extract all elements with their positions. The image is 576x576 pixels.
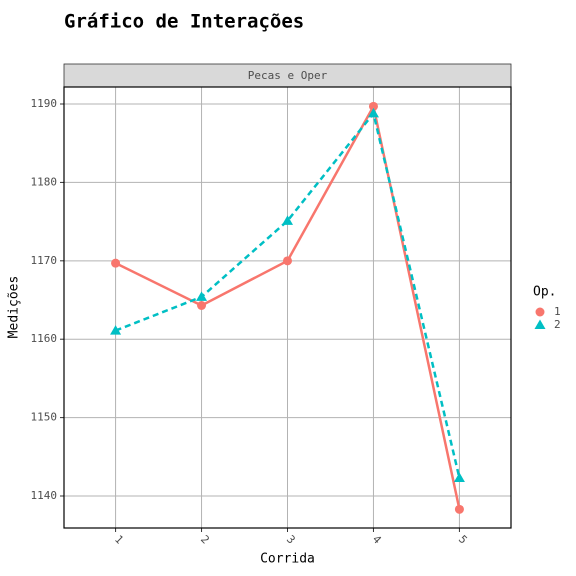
y-tick-label: 1150 [31, 411, 58, 424]
marker [368, 101, 378, 111]
marker [453, 472, 465, 482]
marker [197, 301, 207, 311]
x-tick-label: 1 [112, 533, 126, 547]
chart-title: Gráfico de Interações [64, 11, 304, 33]
y-tick-label: 1170 [31, 254, 58, 267]
legend-label: 1 [554, 305, 561, 318]
x-tick-label: 3 [284, 533, 298, 547]
y-axis-title: Medições [7, 276, 22, 339]
marker [196, 291, 208, 301]
marker [454, 504, 464, 514]
x-axis-title: Corrida [260, 552, 315, 567]
legend-key [535, 307, 545, 317]
marker [367, 107, 379, 118]
facet-label: Pecas e Oper [248, 69, 328, 82]
x-tick-label: 5 [456, 533, 470, 547]
legend-label: 2 [554, 318, 561, 331]
panel-border [63, 86, 512, 529]
line [115, 110, 461, 479]
legend-title: Op. [533, 285, 556, 300]
plot-area: 1140 1150 1160 1170 1180 1190 1 2 3 4 5 [31, 86, 512, 547]
marker [110, 325, 122, 335]
y-tick-label: 1140 [31, 489, 58, 502]
y-tick-label: 1180 [31, 175, 58, 188]
y-tick-label: 1160 [31, 332, 58, 345]
marker [282, 215, 293, 225]
marker [283, 256, 292, 266]
x-tick-label: 4 [370, 533, 384, 547]
legend-key [534, 319, 546, 329]
marker [111, 258, 121, 268]
x-tick-label: 2 [198, 533, 212, 547]
y-tick-label: 1190 [31, 97, 58, 110]
